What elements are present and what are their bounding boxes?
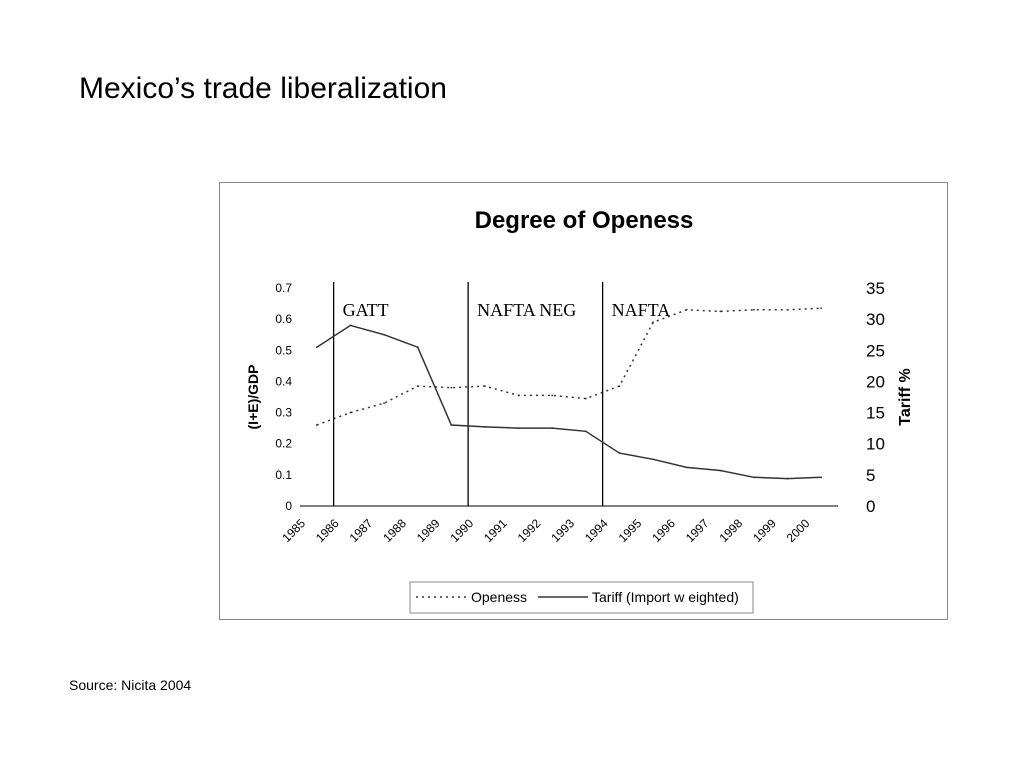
- annotation-label: NAFTA NEG: [477, 300, 576, 320]
- x-tick-label: 1986: [313, 516, 342, 545]
- openess-point: [315, 424, 318, 426]
- left-tick-label: 0.2: [275, 437, 292, 451]
- x-tick-label: 1996: [649, 516, 678, 545]
- left-tick-label: 0.5: [275, 343, 292, 357]
- openess-point: [786, 308, 789, 311]
- right-tick-label: 10: [866, 435, 885, 454]
- right-tick-label: 25: [866, 341, 885, 360]
- openess-point: [450, 386, 453, 389]
- openess-point: [551, 394, 554, 397]
- x-tick-label: 2000: [784, 516, 813, 545]
- left-tick-label: 0.3: [275, 406, 292, 420]
- chart-title: Degree of Openess: [475, 207, 694, 234]
- openess-point: [618, 385, 621, 387]
- openess-point: [820, 307, 823, 310]
- tariff-point: [618, 452, 621, 454]
- tariff-point: [416, 346, 419, 349]
- right-tick-label: 0: [866, 497, 875, 516]
- source-note: Source: Nicita 2004: [69, 677, 192, 693]
- left-tick-label: 0: [285, 499, 292, 513]
- annotation-label: NAFTA: [612, 300, 671, 320]
- openess-point: [416, 385, 419, 387]
- legend-tariff-label: Tariff (Import w eighted): [592, 589, 739, 605]
- left-axis-label: (I+E)/GDP: [245, 365, 261, 430]
- legend-openess-label: Openess: [471, 589, 527, 605]
- openess-point: [517, 394, 520, 397]
- tariff-point: [315, 346, 318, 349]
- tariff-point: [786, 477, 789, 480]
- x-tick-label: 1994: [582, 516, 611, 545]
- plot-area: 0 0.1 0.2 0.3 0.4 0.5 0.6 0.7 0 5 10 15 20 25 30 35 1985…: [275, 279, 885, 545]
- tariff-point: [484, 425, 486, 428]
- x-tick-label: 1995: [616, 516, 645, 545]
- legend: Openess Tariff (Import w eighted): [409, 581, 754, 614]
- left-tick-label: 0.7: [275, 281, 292, 295]
- left-tick-label: 0.4: [275, 374, 292, 388]
- left-tick-label: 0.6: [275, 312, 292, 326]
- openess-point: [685, 308, 688, 311]
- openess-point: [349, 411, 352, 414]
- slide-title: Mexico’s trade liberalization: [79, 72, 447, 105]
- x-tick-label: 1999: [750, 516, 779, 545]
- right-tick-label: 5: [866, 466, 875, 485]
- x-tick-label: 1998: [716, 516, 745, 545]
- x-tick-label: 1997: [683, 516, 712, 545]
- tariff-point: [517, 427, 520, 430]
- tariff-point: [753, 476, 755, 479]
- openess-point: [753, 308, 755, 311]
- tariff-point: [551, 427, 554, 430]
- openess-point: [584, 397, 587, 400]
- tariff-point: [719, 469, 722, 472]
- tariff-point: [349, 324, 352, 327]
- openess-point: [484, 385, 486, 387]
- left-tick-label: 0.1: [275, 468, 292, 482]
- tariff-series-line: [316, 324, 822, 480]
- right-axis-label: Tariff %: [897, 368, 914, 425]
- openess-series-line: [316, 307, 822, 426]
- x-tick-label: 1985: [279, 516, 308, 545]
- tariff-point: [450, 424, 453, 426]
- openess-point: [652, 321, 654, 324]
- x-tick-label: 1992: [515, 516, 544, 545]
- right-tick-label: 35: [866, 279, 885, 298]
- right-tick-label: 20: [866, 372, 885, 391]
- chart-frame: Degree of Openess (I+E)/GDP Tariff % 0 0.…: [219, 182, 948, 620]
- openness-chart: Degree of Openess (I+E)/GDP Tariff % 0 0.…: [245, 207, 914, 614]
- tariff-point: [383, 333, 385, 336]
- x-tick-label: 1990: [447, 516, 476, 545]
- right-tick-label: 15: [866, 404, 885, 423]
- x-tick-label: 1987: [347, 516, 376, 545]
- openess-point: [719, 310, 722, 313]
- tariff-point: [584, 430, 587, 433]
- x-tick-label: 1993: [548, 516, 577, 545]
- openess-point: [383, 402, 385, 405]
- right-tick-label: 30: [866, 310, 885, 329]
- tariff-point: [652, 458, 654, 461]
- annotation-label: GATT: [343, 300, 389, 320]
- tariff-point: [820, 476, 823, 479]
- x-tick-label: 1989: [414, 516, 443, 545]
- tariff-point: [685, 466, 688, 469]
- x-tick-label: 1991: [481, 516, 510, 545]
- x-tick-label: 1988: [380, 516, 409, 545]
